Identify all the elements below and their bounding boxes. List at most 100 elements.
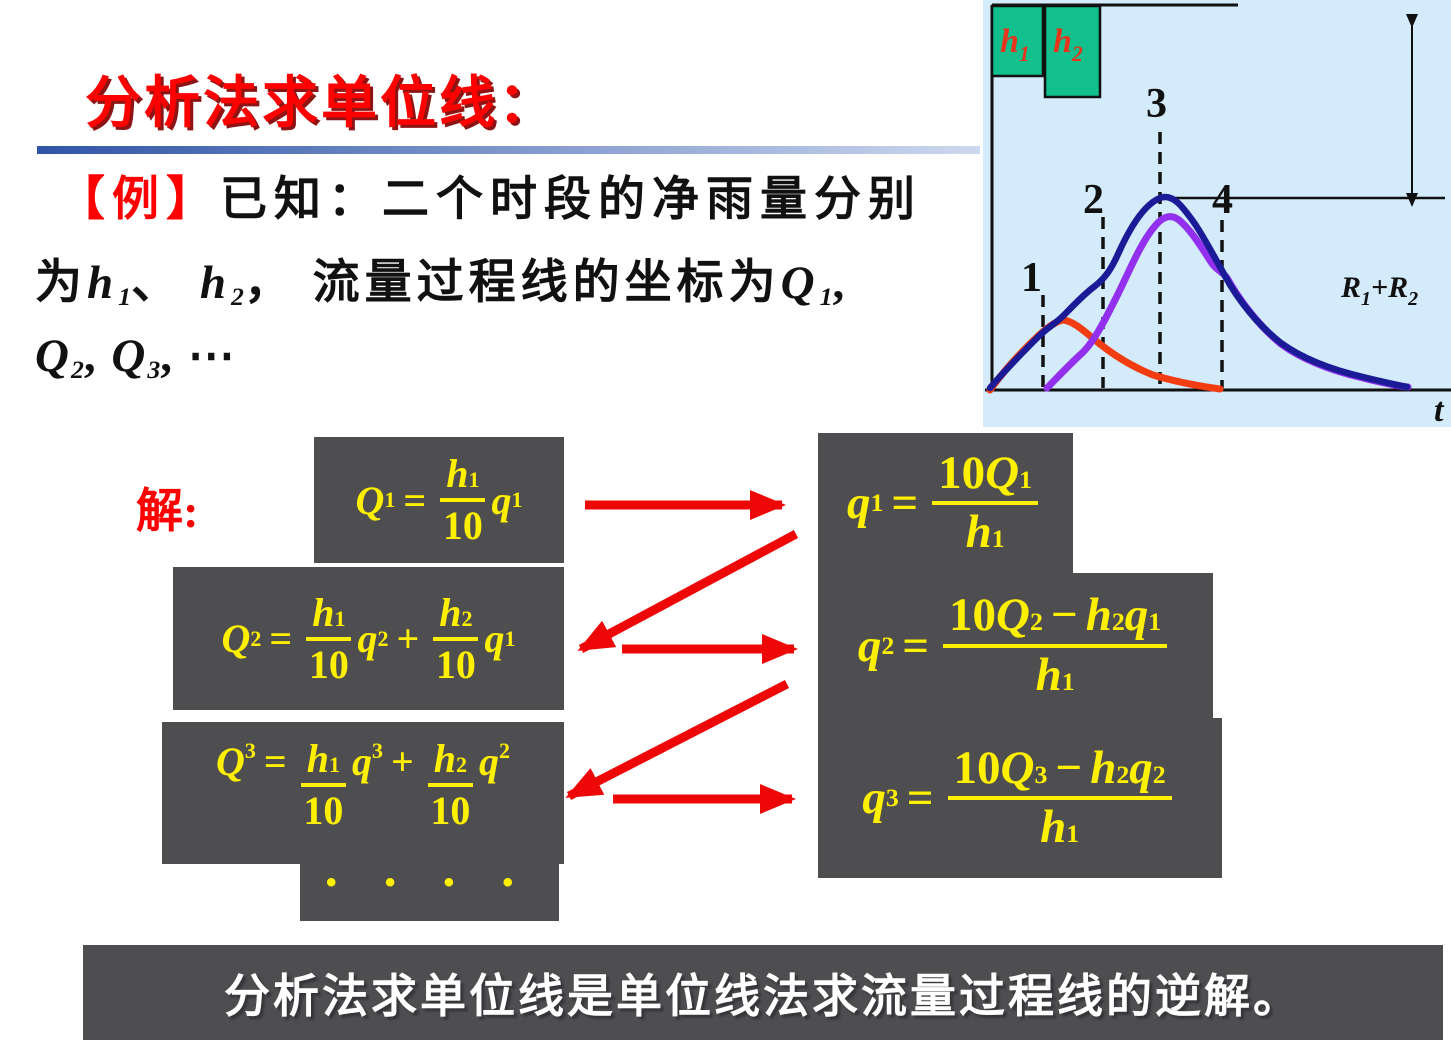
Q3-num2-sub: 2: [455, 752, 467, 777]
var-h2-sub: 2: [230, 282, 244, 312]
footer-banner: 分析法求单位线是单位线法求流量过程线的逆解。: [83, 945, 1443, 1040]
Q1-factor: q: [491, 477, 512, 523]
q3-num-var: Q: [1000, 741, 1035, 794]
q3-num-b: h: [1090, 741, 1117, 794]
Q2-den2: 10: [435, 641, 476, 687]
q3-equals: =: [906, 772, 934, 824]
ellipsis-dots: • • • • • •: [300, 866, 559, 899]
var-h1: h: [87, 257, 119, 309]
q2-num-var-sub: 2: [1029, 607, 1043, 637]
Q2-num2-sub: 2: [461, 605, 473, 631]
ellipsis-box: • • • • • •: [300, 858, 559, 921]
intro-l2-p1: 、: [131, 257, 200, 309]
q3-num-c: q: [1129, 741, 1153, 794]
q2-num-coef: 10: [949, 589, 997, 642]
hydrograph-chart: h1 h2 1 2 3 4 R1+R2 t: [983, 0, 1451, 427]
Q2-factor1-sub: 2: [377, 625, 389, 651]
intro-l3-p2: ,: [160, 330, 188, 382]
q2-num-b-sub: 2: [1111, 607, 1125, 637]
Q3-num1-sub: 1: [328, 752, 340, 777]
Q3-den2: 10: [430, 788, 471, 833]
Q2-lhs-sub: 2: [250, 625, 262, 651]
intro-l3-p1: ,: [83, 330, 112, 382]
q2-minus: −: [1050, 589, 1078, 642]
Q3-num1: h: [306, 736, 329, 781]
q2-num-b: h: [1085, 589, 1112, 642]
q3-minus: −: [1055, 741, 1083, 794]
var-Q1-sub: 1: [819, 282, 833, 312]
q1-num-var-sub: 1: [1019, 464, 1033, 494]
q2-lhs-sub: 2: [881, 630, 895, 660]
q3-den-sub: 1: [1066, 819, 1080, 848]
Q1-equals: =: [403, 477, 427, 523]
q2-den-sub: 1: [1061, 666, 1075, 696]
rain-bar-h2-label: h2: [1053, 23, 1083, 66]
page-title: 分析法求单位线：: [85, 71, 557, 134]
var-h1-sub: 1: [118, 282, 132, 312]
Q3-lhs-sub: 3: [244, 738, 256, 763]
intro-line1-text: 已知：二个时段的净雨量分别: [220, 174, 922, 226]
Q3-factor-2: q: [478, 739, 499, 784]
q3-num-b-sub: 2: [1116, 759, 1130, 789]
q1-num-coef: 10: [938, 446, 986, 499]
rain-bar-h1-label: h1: [1000, 23, 1030, 66]
q3-num-coef: 10: [953, 741, 1001, 794]
q1-lhs-sub: 1: [870, 488, 884, 517]
Q2-lhs: Q: [221, 616, 251, 661]
Q1-factor-sub: 1: [511, 487, 523, 512]
q3-den-var: h: [1040, 801, 1067, 853]
q3-lhs-sub: 3: [885, 783, 899, 812]
Q2-factor-2: q: [484, 616, 505, 661]
tick-label-3: 3: [1146, 81, 1167, 127]
q3-lhs: q: [862, 772, 886, 824]
Q1-lhs: Q: [355, 477, 385, 523]
Q2-equals: =: [269, 616, 293, 661]
Q3-factor-1: q: [351, 739, 372, 784]
curve-total-flow: [986, 193, 1411, 392]
footer-text: 分析法求单位线是单位线法求流量过程线的逆解。: [224, 969, 1302, 1022]
rain-bar-h1: [990, 4, 1045, 78]
tick-label-1: 1: [1021, 255, 1042, 301]
var-Q3-sub: 3: [147, 355, 161, 385]
rain-bar-h2: [1043, 4, 1102, 99]
Q3-lhs: Q: [216, 739, 245, 784]
tick-label-4: 4: [1212, 177, 1233, 223]
Q2-num1-sub: 1: [334, 605, 346, 631]
x-axis-label-t: t: [1434, 392, 1445, 427]
var-Q3: Q: [111, 330, 148, 382]
Q2-factor2-sub: 1: [504, 625, 516, 651]
q1-num-var: Q: [985, 446, 1020, 499]
q1-equals: =: [891, 477, 919, 529]
solve-label: 解:: [136, 486, 199, 538]
intro-l2-p3: ,: [832, 257, 850, 309]
var-Q2: Q: [35, 330, 71, 382]
q1-den-var: h: [965, 506, 992, 558]
Q3-factor2-sub: 2: [498, 738, 510, 763]
Q2-plus: +: [396, 616, 420, 661]
intro-l2-p2: ， 流量过程线的坐标为: [243, 257, 781, 309]
q2-num-var: Q: [996, 589, 1030, 642]
Q3-equals: =: [263, 739, 287, 784]
q1-den-sub: 1: [991, 524, 1005, 553]
tick-label-2: 2: [1083, 177, 1104, 223]
Q1-lhs-sub: 1: [384, 487, 396, 512]
q2-num-c-sub: 1: [1148, 607, 1162, 637]
arrow-q2-to-Q3: [565, 679, 790, 801]
q1-lhs: q: [846, 477, 871, 529]
q3-num-var-sub: 3: [1034, 759, 1048, 789]
title-divider: [37, 146, 980, 154]
Q3-plus: +: [390, 739, 414, 784]
